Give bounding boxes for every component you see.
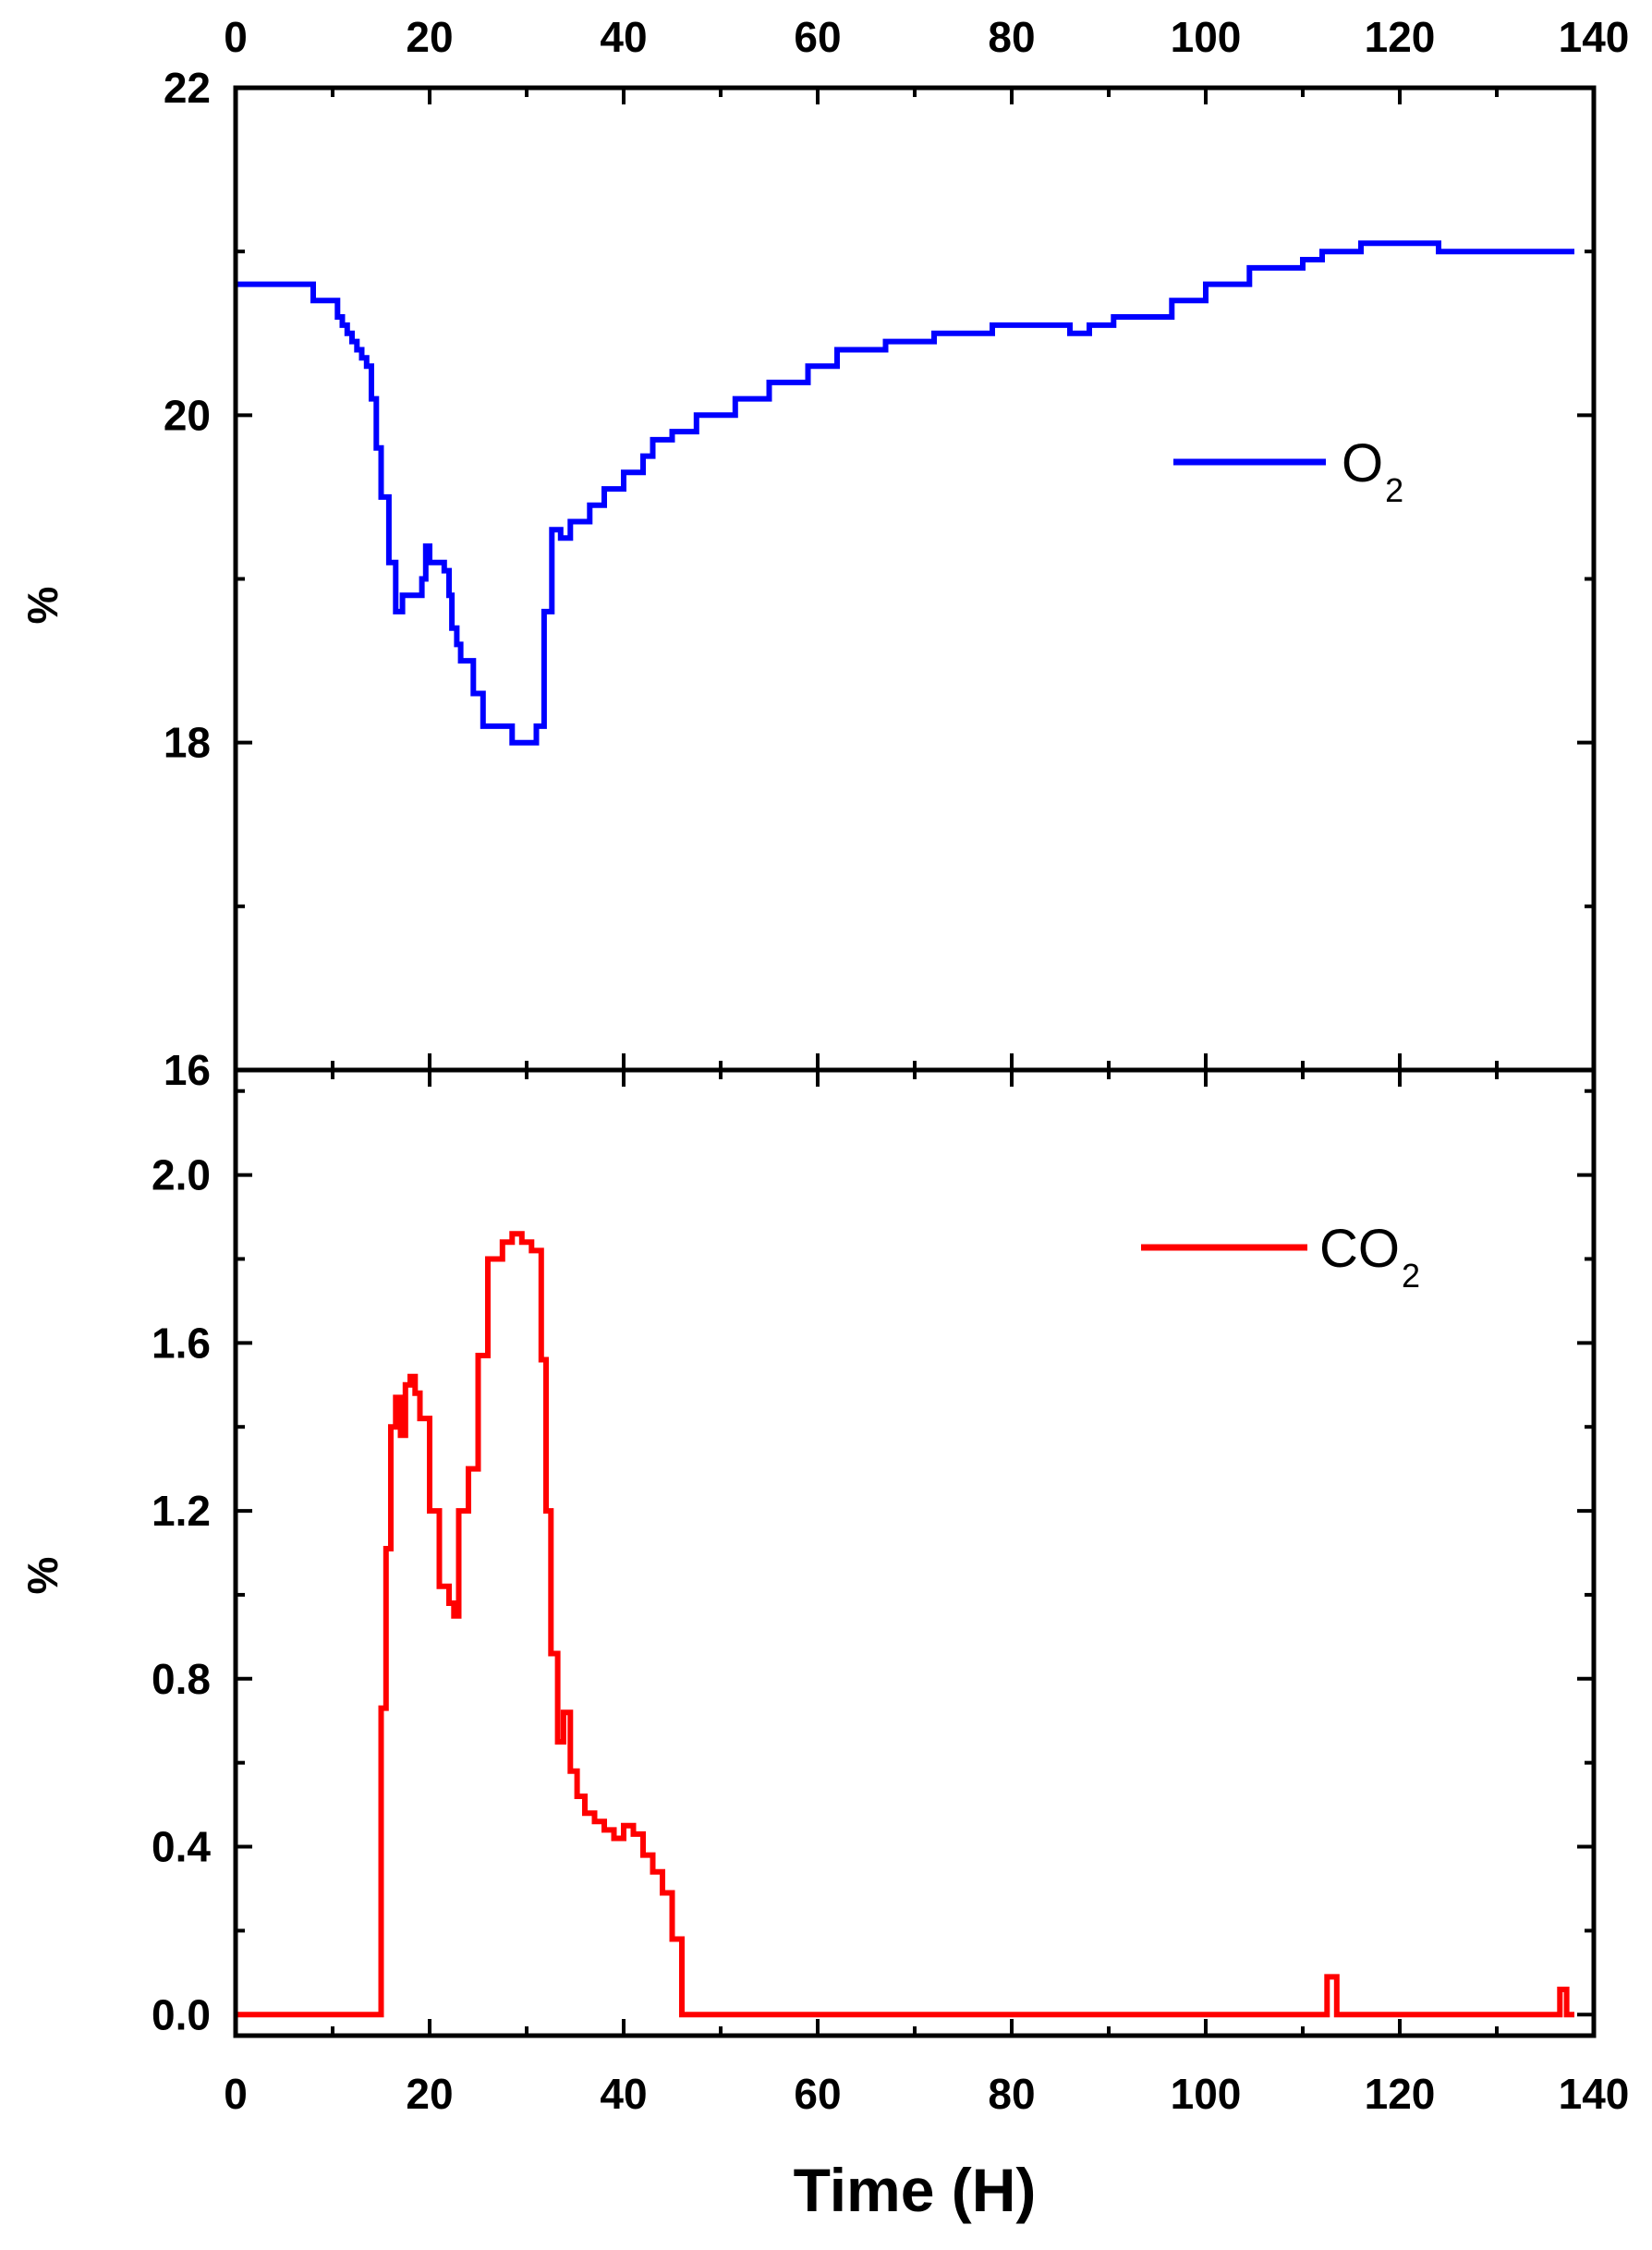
co2-series-line <box>236 1231 1574 2018</box>
top-panel-y-axis-title: % <box>18 587 67 625</box>
x-tick-label-bottom-4: 80 <box>988 2070 1035 2118</box>
bottom-panel-frame <box>233 1067 1597 2038</box>
co2-y-tick-label-2: 0.8 <box>152 1655 211 1703</box>
x-tick-label-bottom-0: 0 <box>224 2070 248 2118</box>
o2-y-tick-label-0: 16 <box>164 1046 211 1094</box>
x-tick-label-top-0: 0 <box>224 13 248 61</box>
o2-y-tick-label-2: 20 <box>164 391 211 439</box>
top-panel-ticks <box>234 86 1596 1072</box>
o2-series-line <box>236 240 1574 746</box>
x-tick-label-bottom-2: 40 <box>600 2070 647 2118</box>
x-tick-labels-bottom: 0 20 40 60 80 100 120 140 <box>224 2070 1629 2118</box>
o2-y-tick-label-3: 22 <box>164 64 211 112</box>
x-tick-label-top-7: 140 <box>1559 13 1630 61</box>
bottom-panel-y-tick-labels: 0.0 0.4 0.8 1.2 1.6 2.0 <box>152 1151 211 2039</box>
x-tick-label-bottom-1: 20 <box>406 2070 453 2118</box>
x-tick-label-bottom-5: 100 <box>1171 2070 1242 2118</box>
co2-y-tick-label-0: 0.0 <box>152 1990 211 2038</box>
co2-y-tick-label-5: 2.0 <box>152 1151 211 1199</box>
x-axis-title: Time (H) <box>794 2156 1037 2224</box>
x-tick-label-top-3: 60 <box>794 13 841 61</box>
x-tick-label-top-1: 20 <box>406 13 453 61</box>
co2-panel: 0.0 0.4 0.8 1.2 1.6 2.0 CO2 % <box>18 1070 1596 2039</box>
o2-legend-label: O2 <box>1342 433 1403 509</box>
x-tick-label-top-5: 100 <box>1171 13 1242 61</box>
x-tick-label-bottom-6: 120 <box>1365 2070 1436 2118</box>
o2-y-tick-label-1: 18 <box>164 719 211 767</box>
top-panel-y-tick-labels: 16 18 20 22 <box>164 64 211 1094</box>
co2-y-tick-label-3: 1.2 <box>152 1487 211 1535</box>
o2-panel: 16 18 20 22 O2 % <box>18 64 1596 1094</box>
top-panel-frame <box>233 85 1597 1073</box>
co2-y-tick-label-1: 0.4 <box>152 1823 211 1871</box>
x-tick-label-bottom-3: 60 <box>794 2070 841 2118</box>
x-tick-label-top-2: 40 <box>600 13 647 61</box>
x-tick-label-bottom-7: 140 <box>1559 2070 1630 2118</box>
x-tick-labels-top: 0 20 40 60 80 100 120 140 <box>224 13 1629 61</box>
bottom-panel-y-axis-title: % <box>18 1557 67 1595</box>
x-tick-label-top-6: 120 <box>1365 13 1436 61</box>
co2-legend-label: CO2 <box>1319 1219 1420 1295</box>
co2-y-tick-label-4: 1.6 <box>152 1319 211 1367</box>
x-tick-label-top-4: 80 <box>988 13 1035 61</box>
